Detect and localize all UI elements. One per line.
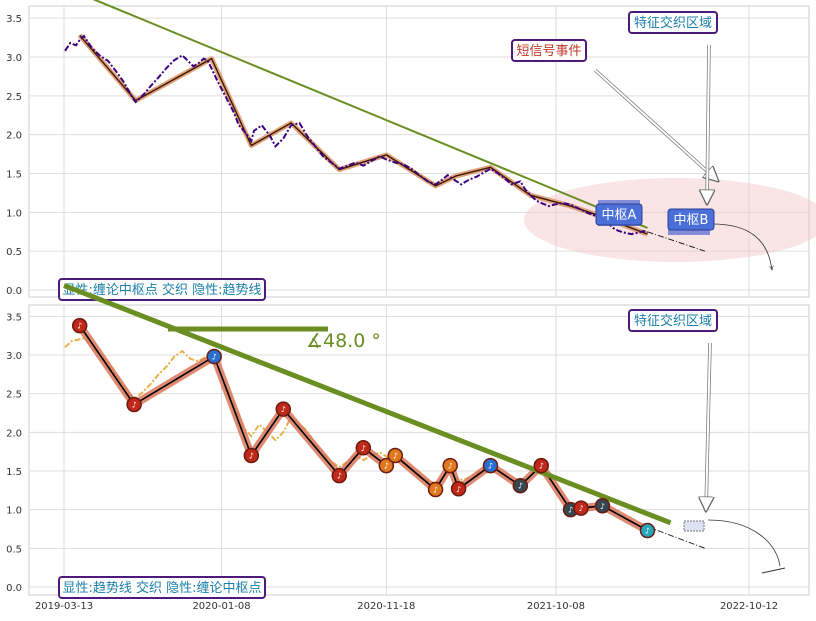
zigzag-point-marker: [482, 457, 499, 474]
upper-panel: 0.0 0.5 1.0 1.5 2.0 2.5 3.0 3.5 特征交织区域 短信号事件 中枢…: [6, 0, 816, 301]
x-tick-label: 2022-10-12: [720, 601, 778, 612]
feature-zone-label-box: [628, 11, 718, 34]
short-signal-label: 短信号事件: [516, 44, 581, 59]
y-tick-label: 3.0: [6, 53, 22, 64]
y-tick-label: 2.0: [6, 131, 22, 142]
zigzag-point-marker: [450, 481, 467, 497]
upper-y-ticks: 0.0 0.5 1.0 1.5 2.0 2.5 3.0 3.5: [6, 14, 22, 297]
x-tick-label: 2021-10-08: [527, 601, 585, 612]
y-tick-label: 0.0: [6, 286, 22, 297]
y-tick-label: 3.0: [6, 351, 22, 362]
upper-legend-text: 显性:缠论中枢点 交织 隐性:趋势线: [62, 282, 261, 298]
y-tick-label: 1.0: [6, 506, 22, 517]
feature-zone-label: 特征交织区域: [634, 15, 712, 31]
zigzag-point-marker: [378, 457, 395, 474]
lower-trend-line: [63, 283, 672, 526]
zigzag-point-marker: [387, 447, 403, 464]
zigzag-point-glyph: ♪: [645, 527, 650, 536]
lower-panel: 0.0 0.5 1.0 1.5 2.0 2.5 3.0 3.5 2019-03-13 2020-…: [6, 283, 810, 612]
y-tick-label: 2.5: [6, 390, 22, 401]
upper-legend-box: [58, 278, 266, 301]
zigzag-point-glyph: ♪: [433, 486, 438, 495]
y-tick-label: 2.0: [6, 428, 22, 439]
zigzag-point-glyph: ♪: [212, 353, 217, 362]
angle-label: ∡48.0 °: [306, 330, 381, 352]
y-tick-label: 0.5: [6, 544, 22, 555]
zigzag-point-marker: [275, 401, 292, 417]
y-tick-label: 1.5: [6, 467, 22, 478]
short-signal-arrow-inner: [594, 69, 718, 181]
lower-x-ticks: 2019-03-13 2020-01-08 2020-11-18 2021-10-08…: [35, 601, 778, 612]
zigzag-point-glyph: ♪: [488, 462, 493, 471]
zigzag-point-glyph: ♪: [393, 452, 398, 461]
lower-curve-arrow: [707, 519, 781, 567]
y-tick-label: 0.5: [6, 247, 22, 258]
zigzag-point-marker: [442, 457, 458, 474]
y-tick-label: 0.0: [6, 583, 22, 594]
zigzag-point-glyph: ♪: [539, 462, 544, 471]
lower-feature-zone-label: 特征交织区域: [634, 313, 712, 329]
lower-projection-line: [647, 526, 706, 549]
zigzag-point-glyph: ♪: [337, 472, 342, 481]
x-tick-label: 2020-11-18: [357, 601, 415, 612]
x-tick-label: 2019-03-13: [35, 601, 93, 612]
zigzag-point-glyph: ♪: [600, 502, 605, 511]
zigzag-point-glyph: ♪: [361, 444, 366, 453]
zigzag-point-marker: [512, 477, 529, 494]
zigzag-point-glyph: ♪: [578, 504, 583, 513]
lower-y-ticks: 0.0 0.5 1.0 1.5 2.0 2.5 3.0 3.5: [6, 312, 22, 594]
zigzag-point-marker: [71, 317, 88, 334]
pivot-a-label: 中枢A: [602, 208, 637, 223]
pivot-a-label-box: [595, 203, 643, 226]
short-signal-label-box: [511, 39, 587, 62]
zigzag-point-marker: [243, 447, 260, 464]
y-tick-label: 1.0: [6, 208, 22, 219]
zigzag-point-glyph: ♪: [384, 462, 389, 471]
lower-markers: ♪ ♪ ♪ ♪ ♪ ♪ ♪ ♪ ♪ ♪ ♪ ♪ ♪ ♪ ♪ ♪ ♪ ♪ ♪: [71, 317, 656, 539]
zigzag-point-glyph: ♪: [456, 485, 461, 494]
y-tick-label: 3.5: [6, 14, 22, 25]
lower-legend-text: 显性:趋势线 交织 隐性:缠论中枢点: [62, 580, 261, 596]
zigzag-point-marker: [639, 522, 656, 539]
zigzag-point-glyph: ♪: [77, 322, 82, 331]
lower-feature-zone-label-box: [628, 309, 718, 332]
lower-small-box: [683, 520, 705, 532]
lower-curve-arrow-tip: [761, 567, 786, 574]
zigzag-point-marker: [573, 500, 589, 516]
x-tick-label: 2020-01-08: [192, 601, 250, 612]
upper-projection-line: [647, 231, 706, 252]
upper-curve-arrow: [711, 223, 772, 270]
lower-legend-box: [58, 576, 266, 599]
zigzag-point-marker: [594, 498, 611, 514]
zigzag-point-marker: [331, 467, 348, 484]
zigzag-point-marker: [533, 457, 549, 474]
zigzag-point-glyph: ♪: [568, 506, 573, 515]
lower-price-series: [64, 336, 491, 485]
feature-zone-arrow-inner: [707, 44, 709, 204]
zigzag-point-glyph: ♪: [249, 452, 254, 461]
y-tick-label: 1.5: [6, 170, 22, 181]
upper-price-series: [64, 34, 648, 236]
y-tick-label: 3.5: [6, 312, 22, 323]
zigzag-point-marker: [355, 440, 372, 456]
upper-plot-area: [28, 5, 810, 298]
zigzag-point-marker: [126, 396, 142, 413]
pivot-b-label: 中枢B: [674, 213, 709, 228]
zigzag-point-marker: [206, 348, 222, 365]
zigzag-point-glyph: ♪: [281, 405, 286, 414]
zigzag-point-glyph: ♪: [132, 400, 137, 409]
zigzag-point-glyph: ♪: [448, 462, 453, 471]
zigzag-point-glyph: ♪: [518, 482, 523, 491]
y-tick-label: 2.5: [6, 92, 22, 103]
zigzag-point-marker: [427, 481, 444, 498]
upper-trend-line: [92, 0, 648, 229]
lower-feature-zone-arrow-inner: [706, 342, 710, 511]
pivot-b-label-box: [667, 208, 715, 231]
lower-plot-area: [28, 304, 810, 596]
